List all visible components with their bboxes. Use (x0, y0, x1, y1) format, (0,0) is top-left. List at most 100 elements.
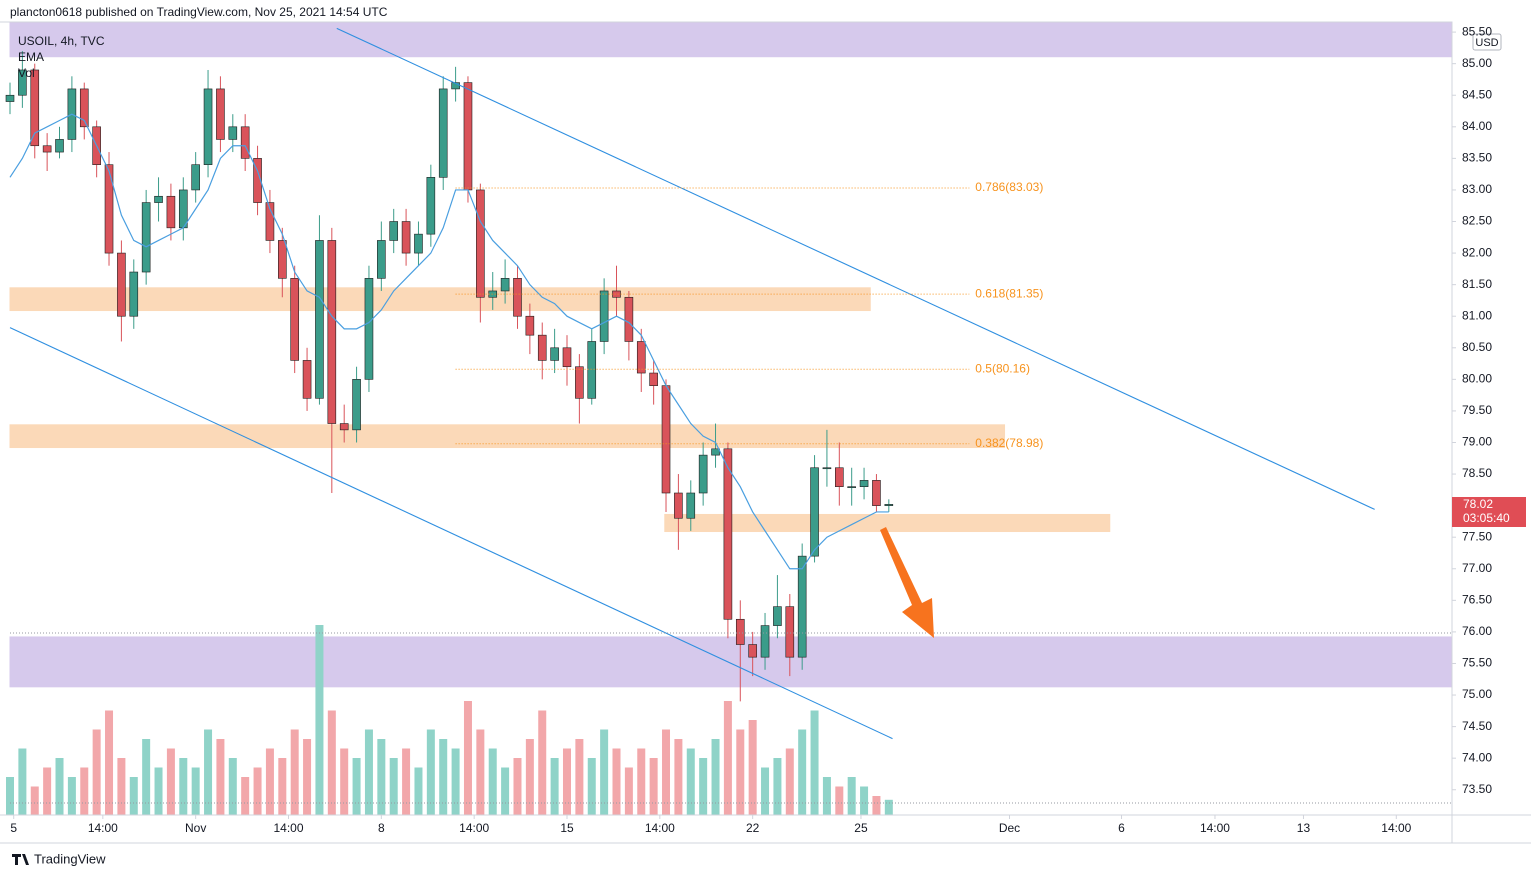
candle-body (178, 189, 188, 229)
fib-label: 0.5(80.16) (975, 361, 1030, 375)
volume-bar (884, 799, 893, 815)
candle-body (414, 233, 423, 254)
y-tick-label: 80.00 (1462, 372, 1492, 386)
volume-bar (711, 739, 720, 815)
candle-body (624, 296, 634, 342)
volume (6, 625, 893, 815)
volume-bar (315, 625, 324, 815)
volume-bar (773, 758, 782, 815)
volume-bar (550, 758, 559, 815)
volume-bar (241, 777, 250, 815)
logo (12, 854, 29, 865)
candle-body (377, 240, 386, 279)
candle-body (30, 69, 40, 147)
volume-bar (278, 758, 287, 815)
candle-body (129, 271, 139, 317)
x-tick-label: Nov (185, 821, 206, 835)
overlays (9, 27, 1375, 740)
x-tick-label: 8 (378, 821, 385, 835)
candle-body (760, 625, 770, 658)
legend-symbol: USOIL, 4h, TVC (18, 34, 105, 48)
brand: TradingView (34, 851, 106, 866)
candle-body (55, 139, 64, 153)
y-tick-label: 81.50 (1462, 277, 1492, 291)
candle-body (5, 94, 15, 102)
x-tick-label: 14:00 (1381, 821, 1411, 835)
volume-bar (414, 767, 423, 815)
candle-body (500, 278, 510, 292)
volume-bar (364, 729, 373, 815)
candle-body (599, 290, 609, 342)
candle-body (884, 504, 894, 506)
volume-bar (327, 710, 336, 815)
candle-body (290, 278, 299, 361)
candle-body (562, 347, 572, 368)
volume-bar (761, 767, 770, 815)
y-tick-label: 74.50 (1462, 719, 1492, 733)
volume-bar (303, 739, 312, 815)
candle-body (438, 88, 448, 178)
candle-body (240, 126, 250, 159)
candle-body (191, 164, 200, 191)
candle-body (835, 467, 844, 487)
volume-bar (835, 786, 844, 815)
candle-body (587, 341, 597, 399)
volume-bar (463, 701, 472, 815)
fib-label: 0.382(78.98) (975, 436, 1043, 450)
volume-bar (117, 758, 126, 815)
candle-body (773, 606, 782, 626)
candle-body (636, 341, 646, 374)
y-tick-label: 76.50 (1462, 593, 1492, 607)
y-tick-label: 75.00 (1462, 687, 1492, 701)
candle-body (166, 195, 176, 229)
volume-bar (612, 748, 621, 815)
volume-bar (340, 748, 349, 815)
candle-body (847, 486, 856, 488)
candle-body (698, 454, 708, 494)
volume-bar (265, 748, 274, 815)
volume-bar (142, 739, 151, 815)
candle-body (389, 221, 399, 241)
candle-body (711, 448, 720, 456)
candle-body (426, 177, 436, 235)
x-tick-label: 14:00 (459, 821, 489, 835)
volume-bar (513, 758, 522, 815)
candle-body (649, 372, 658, 386)
candle-body (810, 467, 819, 557)
y-tick-label: 83.50 (1462, 151, 1492, 165)
candle-body (476, 189, 485, 298)
candles (5, 51, 894, 702)
zone (9, 424, 1006, 449)
volume-bar (6, 777, 14, 815)
y-tick-label: 74.00 (1462, 750, 1492, 764)
volume-bar (674, 739, 683, 815)
y-tick-label: 79.50 (1462, 403, 1492, 417)
legend-ema: EMA (18, 50, 44, 64)
volume-bar (810, 710, 819, 815)
volume-bar (191, 767, 200, 815)
candle-body (674, 492, 683, 519)
trendline (336, 27, 1375, 510)
x-tick-label: 25 (854, 821, 868, 835)
candle-body (735, 618, 745, 645)
candle-body (203, 88, 213, 165)
x-tick-label: Dec (999, 821, 1020, 835)
volume-bar (662, 729, 671, 815)
volume-bar (228, 758, 237, 815)
volume-bar (476, 729, 485, 815)
candle-body (364, 278, 374, 380)
volume-bar (600, 729, 609, 815)
candle-body (141, 202, 151, 273)
y-tick-label: 84.00 (1462, 119, 1492, 133)
y-tick-label: 78.50 (1462, 466, 1492, 480)
candle-body (79, 88, 89, 128)
volume-bar (80, 767, 89, 815)
candle-body (18, 69, 27, 96)
volume-bar (847, 777, 856, 815)
candle-body (265, 202, 275, 241)
volume-bar (402, 748, 411, 815)
y-tick-label: 73.50 (1462, 782, 1492, 796)
publisher: plancton0618 published on TradingView.co… (10, 5, 388, 19)
candle-body (785, 606, 795, 658)
